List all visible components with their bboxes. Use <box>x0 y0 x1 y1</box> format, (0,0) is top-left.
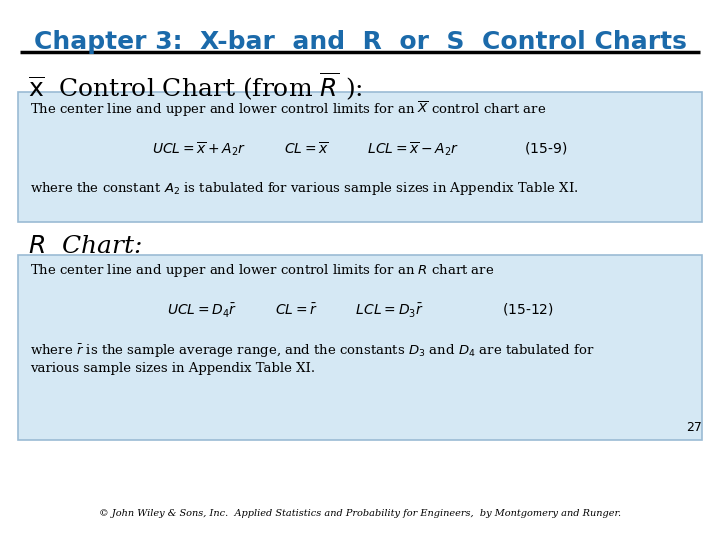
Text: $R$  Chart:: $R$ Chart: <box>28 235 142 258</box>
FancyBboxPatch shape <box>18 92 702 222</box>
Text: The center line and upper and lower control limits for an $R$ chart are: The center line and upper and lower cont… <box>30 262 494 279</box>
Text: Chapter 3:  X-bar  and  R  or  S  Control Charts: Chapter 3: X-bar and R or S Control Char… <box>34 30 686 54</box>
Text: where $\bar{r}$ is the sample average range, and the constants $D_3$ and $D_4$ a: where $\bar{r}$ is the sample average ra… <box>30 342 595 360</box>
Text: The center line and upper and lower control limits for an $\overline{X}$ control: The center line and upper and lower cont… <box>30 100 546 119</box>
Text: various sample sizes in Appendix Table XI.: various sample sizes in Appendix Table X… <box>30 362 315 375</box>
Text: $\overline{\mathrm{x}}$  Control Chart (from $\overline{R}$ ):: $\overline{\mathrm{x}}$ Control Chart (f… <box>28 70 363 102</box>
Text: where the constant $A_2$ is tabulated for various sample sizes in Appendix Table: where the constant $A_2$ is tabulated fo… <box>30 180 578 197</box>
FancyBboxPatch shape <box>18 255 702 440</box>
Text: $UCL = \overline{x} + A_2 r \qquad\quad CL = \overline{x} \qquad\quad LCL = \ove: $UCL = \overline{x} + A_2 r \qquad\quad … <box>153 140 567 158</box>
Text: $UCL = D_4\bar{r} \qquad\quad CL = \bar{r} \qquad\quad LCL = D_3\bar{r} \qquad\q: $UCL = D_4\bar{r} \qquad\quad CL = \bar{… <box>166 302 554 320</box>
Text: © John Wiley & Sons, Inc.  Applied Statistics and Probability for Engineers,  by: © John Wiley & Sons, Inc. Applied Statis… <box>99 509 621 518</box>
Text: 27: 27 <box>686 421 702 434</box>
